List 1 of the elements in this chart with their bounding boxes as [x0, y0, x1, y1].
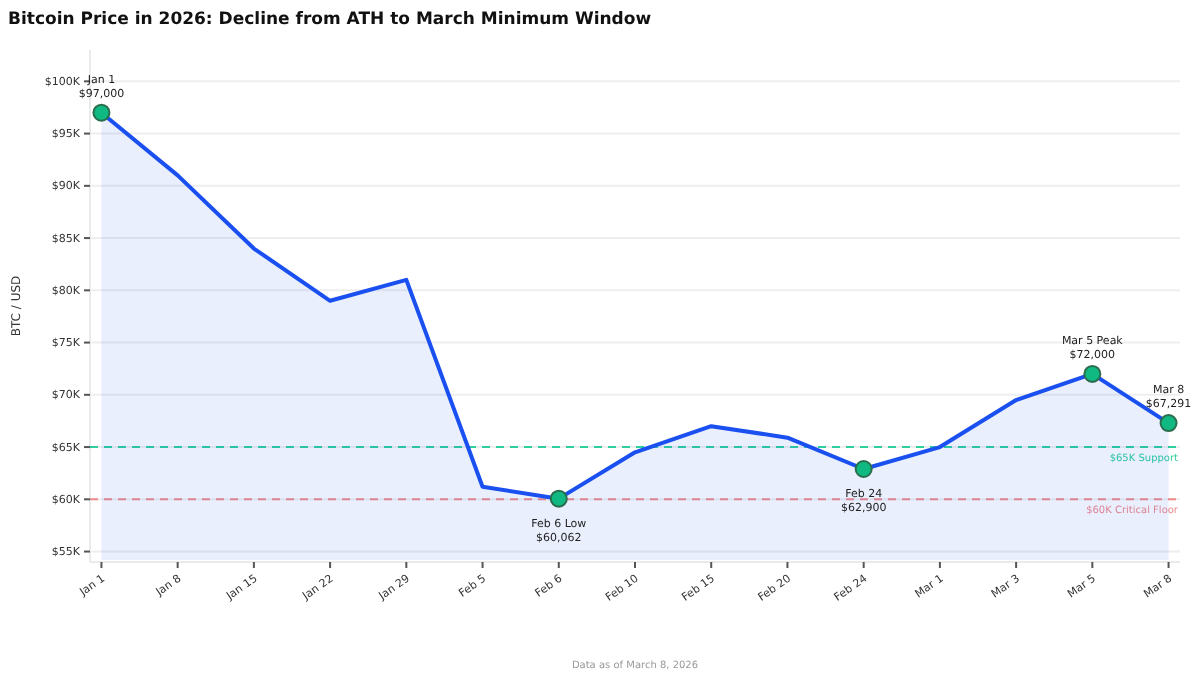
chart-title: Bitcoin Price in 2026: Decline from ATH to March Minimum Window	[8, 10, 652, 30]
